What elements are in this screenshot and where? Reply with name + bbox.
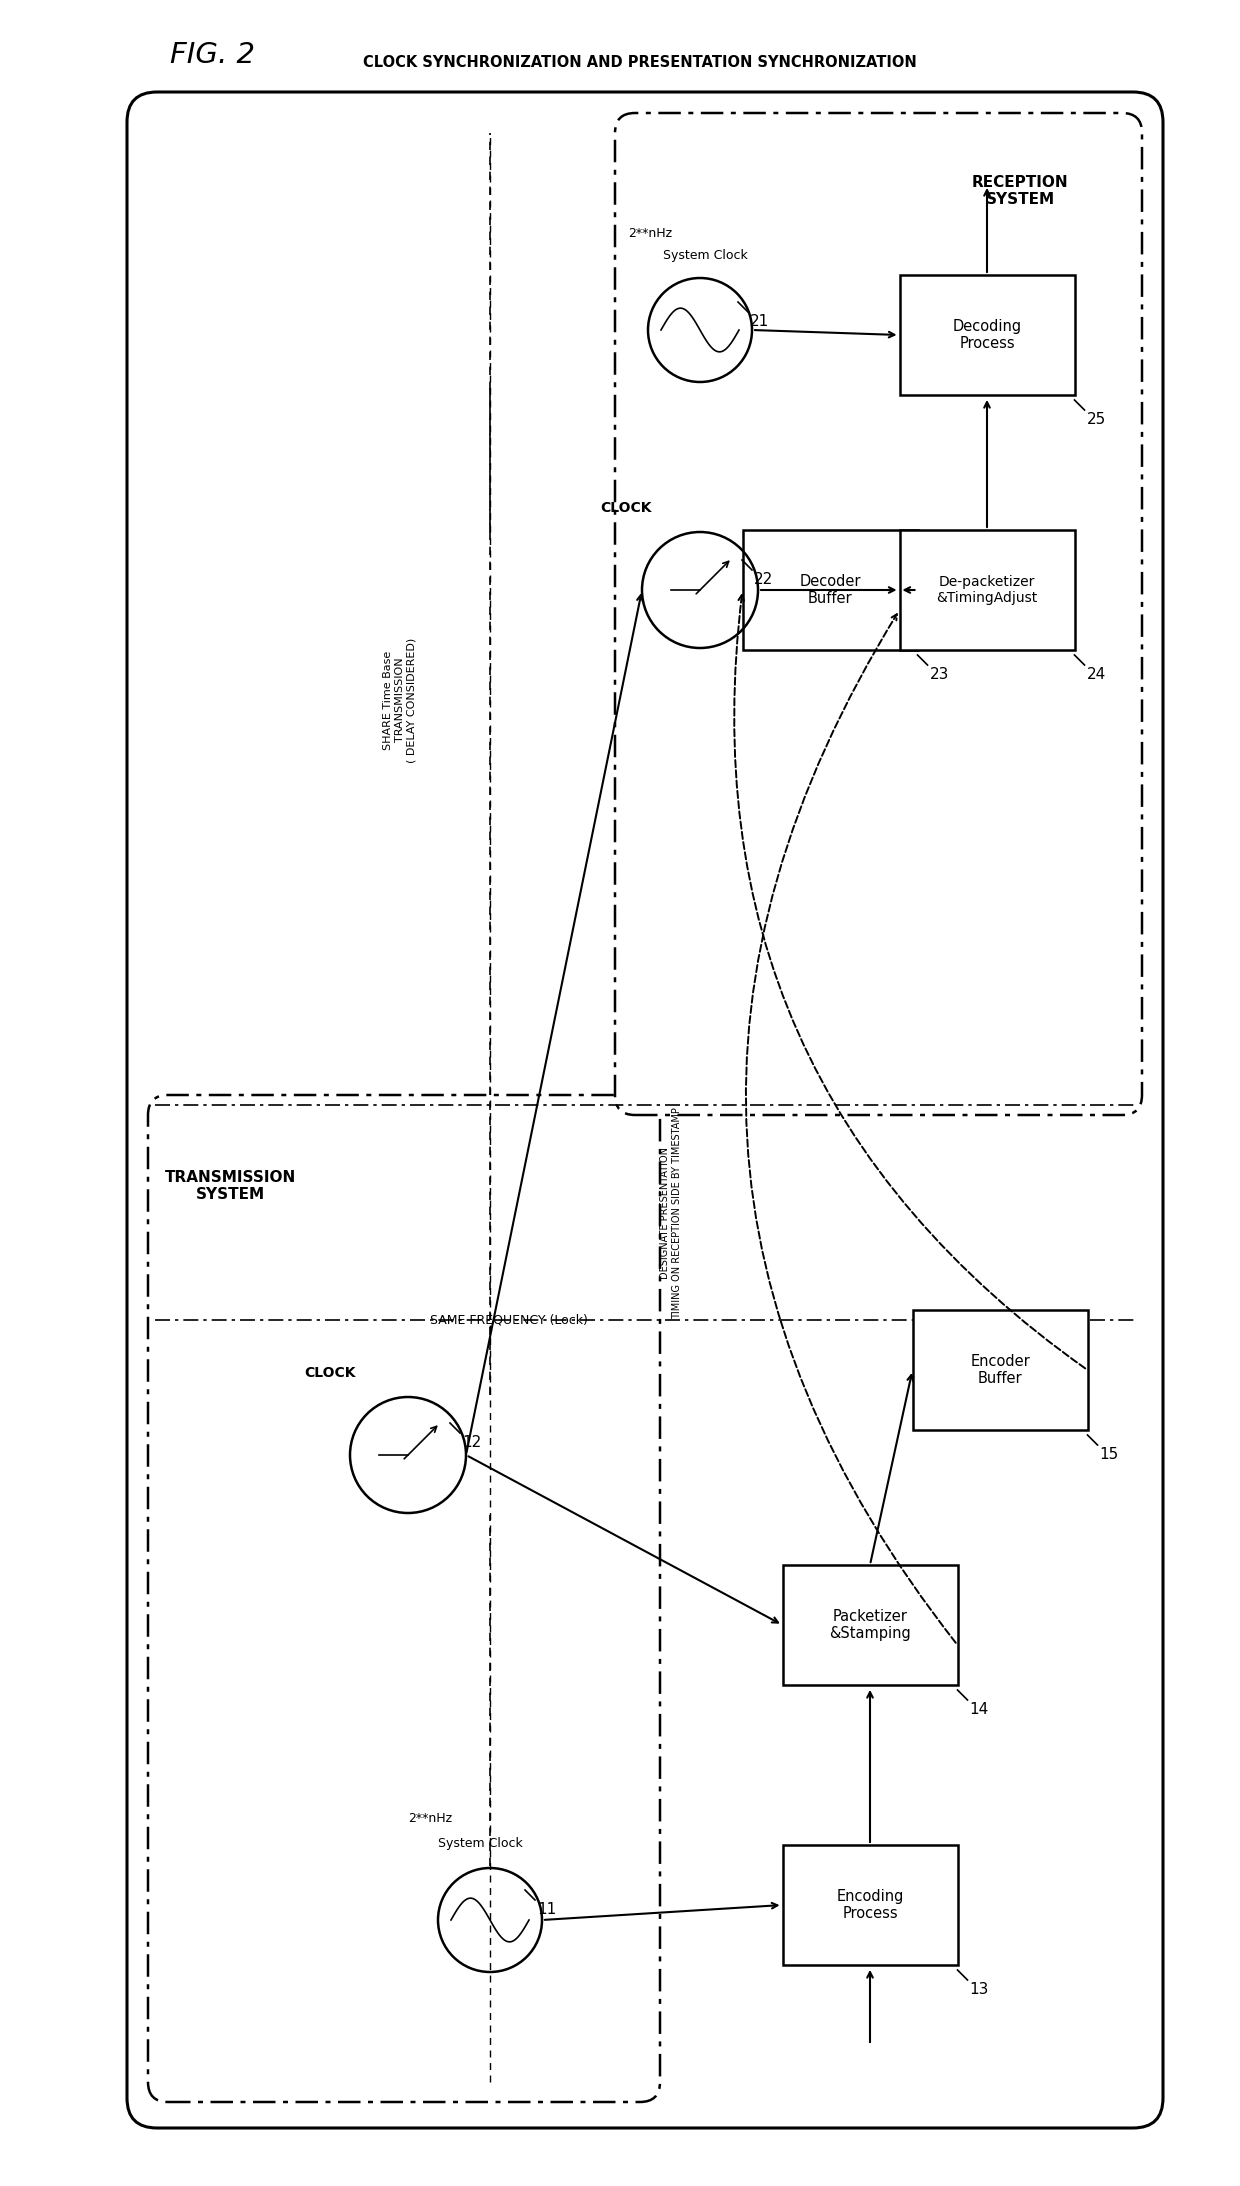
Text: Encoding
Process: Encoding Process <box>836 1889 904 1921</box>
Text: FIG. 2: FIG. 2 <box>170 42 255 70</box>
Text: 15: 15 <box>1100 1447 1118 1462</box>
Text: 2**nHz: 2**nHz <box>408 1812 453 1825</box>
Text: 13: 13 <box>970 1983 988 1998</box>
Text: 25: 25 <box>1086 411 1106 426</box>
Text: RECEPTION
SYSTEM: RECEPTION SYSTEM <box>972 175 1069 208</box>
Text: DESIGNATE PRESENTATION
TIMING ON RECEPTION SIDE BY TIMESTAMP: DESIGNATE PRESENTATION TIMING ON RECEPTI… <box>660 1106 682 1318</box>
Text: TRANSMISSION
SYSTEM: TRANSMISSION SYSTEM <box>165 1170 295 1202</box>
Text: 2**nHz: 2**nHz <box>627 227 672 240</box>
Text: 23: 23 <box>930 667 949 682</box>
FancyBboxPatch shape <box>615 114 1142 1115</box>
Text: System Clock: System Clock <box>662 249 748 262</box>
Bar <box>782 1565 957 1685</box>
Text: 12: 12 <box>463 1434 481 1449</box>
Text: 21: 21 <box>750 315 769 330</box>
Bar <box>913 1309 1087 1430</box>
Bar <box>782 1845 957 1965</box>
Text: System Clock: System Clock <box>438 1836 522 1849</box>
Bar <box>899 529 1075 649</box>
Text: 24: 24 <box>1086 667 1106 682</box>
Text: Packetizer
&Stamping: Packetizer &Stamping <box>830 1609 911 1642</box>
Text: CLOCK SYNCHRONIZATION AND PRESENTATION SYNCHRONIZATION: CLOCK SYNCHRONIZATION AND PRESENTATION S… <box>363 55 916 70</box>
Text: CLOCK: CLOCK <box>600 501 652 516</box>
Text: 11: 11 <box>537 1902 557 1917</box>
Text: 22: 22 <box>754 573 774 588</box>
Text: Encoder
Buffer: Encoder Buffer <box>970 1353 1030 1386</box>
Bar <box>743 529 918 649</box>
Text: SAME FREQUENCY (Lock): SAME FREQUENCY (Lock) <box>430 1314 588 1327</box>
Text: CLOCK: CLOCK <box>304 1366 356 1379</box>
Text: Decoding
Process: Decoding Process <box>952 319 1022 352</box>
Text: 14: 14 <box>970 1703 988 1716</box>
FancyBboxPatch shape <box>148 1095 660 2103</box>
Bar <box>899 275 1075 396</box>
Text: Decoder
Buffer: Decoder Buffer <box>800 573 861 606</box>
Text: SHARE Time Base
TRANSMISSION
( DELAY CONSIDERED): SHARE Time Base TRANSMISSION ( DELAY CON… <box>383 638 417 763</box>
Text: De-packetizer
&TimingAdjust: De-packetizer &TimingAdjust <box>936 575 1038 606</box>
FancyBboxPatch shape <box>126 92 1163 2127</box>
